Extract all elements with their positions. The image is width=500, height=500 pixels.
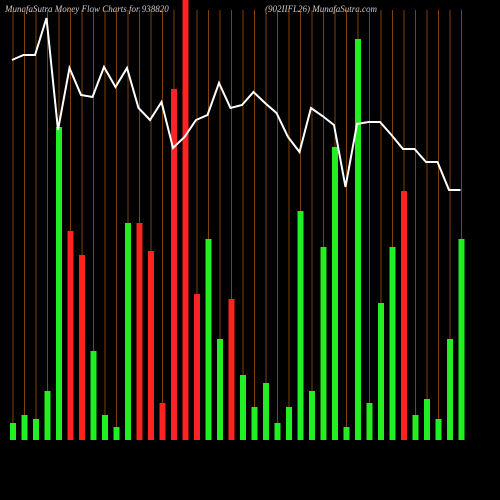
- bar: [217, 339, 223, 440]
- bar: [79, 255, 85, 440]
- bar: [435, 419, 442, 440]
- bar: [458, 239, 465, 440]
- bar: [10, 423, 16, 440]
- bar: [205, 239, 212, 440]
- bar: [33, 419, 39, 440]
- bar: [332, 147, 338, 440]
- bar: [447, 339, 453, 440]
- bar: [194, 294, 200, 440]
- bar: [366, 403, 373, 440]
- line: [11, 17, 461, 191]
- bar: [136, 223, 143, 440]
- bar: [320, 247, 327, 440]
- bar: [148, 251, 154, 440]
- bar: [21, 415, 28, 440]
- chart-title: MunafaSutra Money Flow Charts for 938820: [4, 4, 169, 14]
- bar: [309, 391, 315, 440]
- bar: [159, 403, 166, 440]
- bar: [182, 0, 189, 440]
- bar: [113, 427, 120, 440]
- bar: [343, 427, 350, 440]
- bar: [228, 299, 235, 440]
- bar: [274, 423, 281, 440]
- bar: [251, 407, 258, 440]
- bar: [286, 407, 292, 440]
- bar: [424, 399, 430, 440]
- bar: [401, 191, 407, 440]
- chart-subtitle: (902IIFL26) MunafaSutra.com: [265, 4, 377, 14]
- bar: [297, 211, 304, 440]
- bar: [102, 415, 108, 440]
- bar: [355, 39, 361, 440]
- bar: [90, 351, 97, 440]
- bar: [240, 375, 246, 440]
- bar: [263, 383, 269, 440]
- bar: [378, 303, 384, 440]
- bar: [171, 89, 177, 440]
- bar: [56, 127, 62, 440]
- bar: [67, 231, 74, 440]
- bar: [44, 391, 51, 440]
- bar: [412, 415, 419, 440]
- bar: [389, 247, 396, 440]
- bar: [125, 223, 131, 440]
